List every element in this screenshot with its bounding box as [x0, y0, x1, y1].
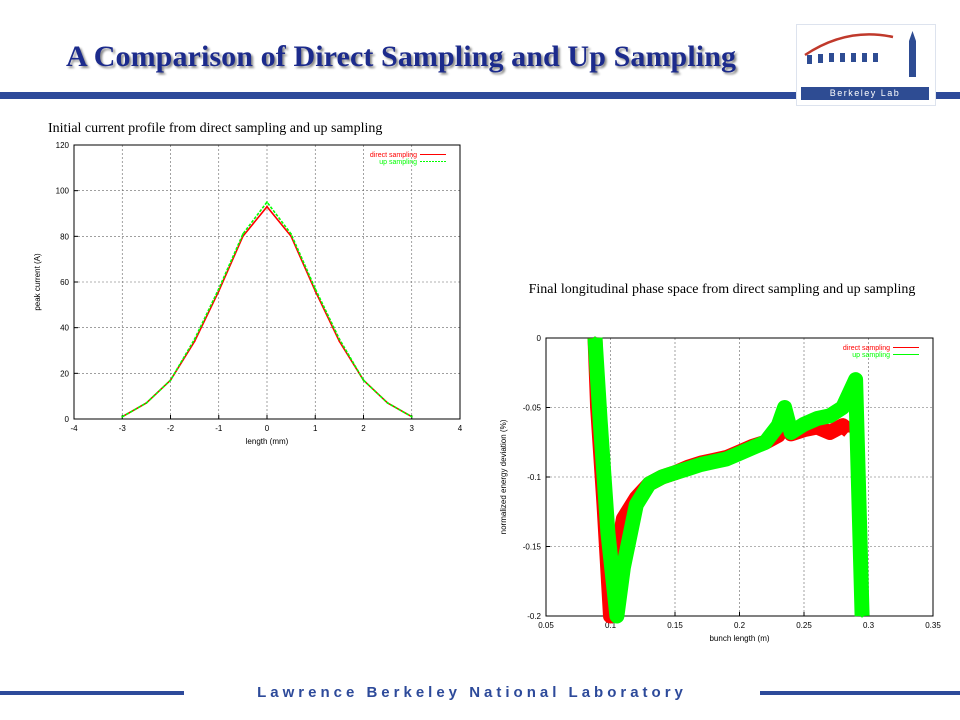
y-tick-label: 20: [60, 369, 69, 378]
legend-label: up sampling: [852, 352, 890, 359]
data-point-1-1: [598, 419, 602, 423]
data-point-1-8: [673, 471, 677, 475]
data-point-1-9: [338, 338, 341, 340]
left-chart-caption: Initial current profile from direct samp…: [48, 121, 383, 136]
right-chart-caption: Final longitudinal phase space from dire…: [528, 282, 916, 297]
x-tick-label: 0: [265, 424, 270, 433]
x-tick-label: 2: [361, 424, 366, 433]
legend-label: direct sampling: [370, 152, 417, 159]
x-tick-label: 4: [458, 424, 463, 433]
data-point-1-4: [621, 565, 625, 569]
data-point-1-13: [738, 451, 741, 455]
x-axis-label: bunch length (m): [709, 634, 769, 643]
data-point-0-22: [828, 431, 832, 435]
data-point-1-12: [725, 457, 729, 461]
data-point-1-18: [789, 431, 793, 435]
x-tick-label: 0.35: [925, 621, 941, 630]
data-point-1-7: [660, 475, 664, 479]
data-point-1-10: [699, 462, 703, 466]
data-point-0-6: [266, 205, 268, 208]
legend-label: direct sampling: [843, 345, 890, 352]
data-point-1-22: [841, 406, 845, 409]
data-point-1-21: [828, 414, 832, 418]
data-point-1-8: [314, 287, 317, 290]
x-tick-label: 0.25: [796, 621, 812, 630]
y-tick-label: 0: [537, 334, 542, 343]
y-tick-label: -0.05: [523, 404, 542, 413]
x-tick-label: 0.1: [605, 621, 617, 630]
data-point-1-17: [783, 406, 787, 409]
x-tick-label: 3: [410, 424, 415, 433]
data-point-1-9: [686, 467, 690, 471]
x-tick-label: 0.3: [863, 621, 875, 630]
y-tick-label: -0.1: [527, 473, 541, 482]
data-point-1-19: [802, 422, 806, 426]
data-point-1-11: [386, 402, 389, 404]
data-point-1-15: [763, 440, 767, 444]
data-point-0-5: [621, 517, 625, 521]
x-tick-label: -3: [119, 424, 127, 433]
data-point-1-12: [410, 415, 413, 418]
data-point-1-24: [860, 614, 864, 618]
y-tick-label: 40: [60, 324, 69, 333]
data-point-1-14: [750, 446, 754, 450]
x-tick-label: 0.2: [734, 621, 746, 630]
y-axis-label: normalized energy deviation (%): [499, 419, 508, 534]
x-tick-label: -1: [215, 424, 223, 433]
data-point-0-23: [841, 424, 845, 428]
footer-bar-right: [758, 691, 960, 695]
y-tick-label: 80: [60, 232, 69, 241]
data-point-1-5: [241, 233, 244, 235]
data-point-0-3: [193, 340, 196, 343]
y-tick-label: -0.2: [527, 612, 541, 621]
legend-label: up sampling: [379, 159, 417, 166]
data-point-1-11: [712, 460, 716, 464]
berkeley-lab-logo-text: Berkeley Lab: [801, 87, 929, 100]
berkeley-lab-logo-graphic: [804, 31, 916, 77]
data-point-1-6: [647, 482, 651, 486]
data-point-1-3: [193, 338, 196, 340]
berkeley-lab-logo: Berkeley Lab: [796, 24, 936, 106]
data-point-1-23: [854, 378, 858, 382]
y-tick-label: 120: [56, 141, 70, 150]
data-point-1-0: [593, 336, 597, 340]
footer-bar-left: [0, 691, 186, 695]
x-axis-label: length (mm): [246, 437, 289, 446]
data-point-1-0: [121, 415, 124, 418]
data-point-1-2: [606, 531, 610, 535]
data-point-1-16: [776, 424, 780, 428]
data-point-1-20: [815, 417, 819, 421]
data-point-1-7: [290, 233, 293, 235]
y-tick-label: 60: [60, 278, 69, 287]
x-tick-label: 0.15: [667, 621, 683, 630]
data-point-1-10: [362, 379, 365, 382]
data-point-1-4: [217, 287, 220, 290]
footer-lab-name: Lawrence Berkeley National Laboratory: [184, 682, 760, 704]
data-point-1-3: [615, 614, 619, 618]
data-point-0-9: [338, 340, 341, 343]
slide-title: A Comparison of Direct Sampling and Up S…: [66, 40, 737, 73]
phase-space-chart: 0.05 0.1 0.15 0.2 0.25 0.3 0.35 0 -0.05 -0.1 -0.15…: [499, 334, 941, 643]
data-point-1-1: [145, 402, 148, 404]
x-tick-label: -4: [70, 424, 78, 433]
data-point-1-5: [634, 503, 638, 507]
y-tick-label: 100: [56, 187, 70, 196]
y-tick-label: -0.15: [523, 543, 542, 552]
x-tick-label: 0.05: [538, 621, 554, 630]
data-point-1-6: [266, 201, 268, 203]
y-tick-label: 0: [65, 415, 70, 424]
y-axis-label: peak current (A): [33, 253, 42, 311]
x-tick-label: 1: [313, 424, 318, 433]
x-tick-label: -2: [167, 424, 175, 433]
data-point-1-2: [169, 379, 172, 382]
title-underline-bar: [0, 92, 960, 99]
